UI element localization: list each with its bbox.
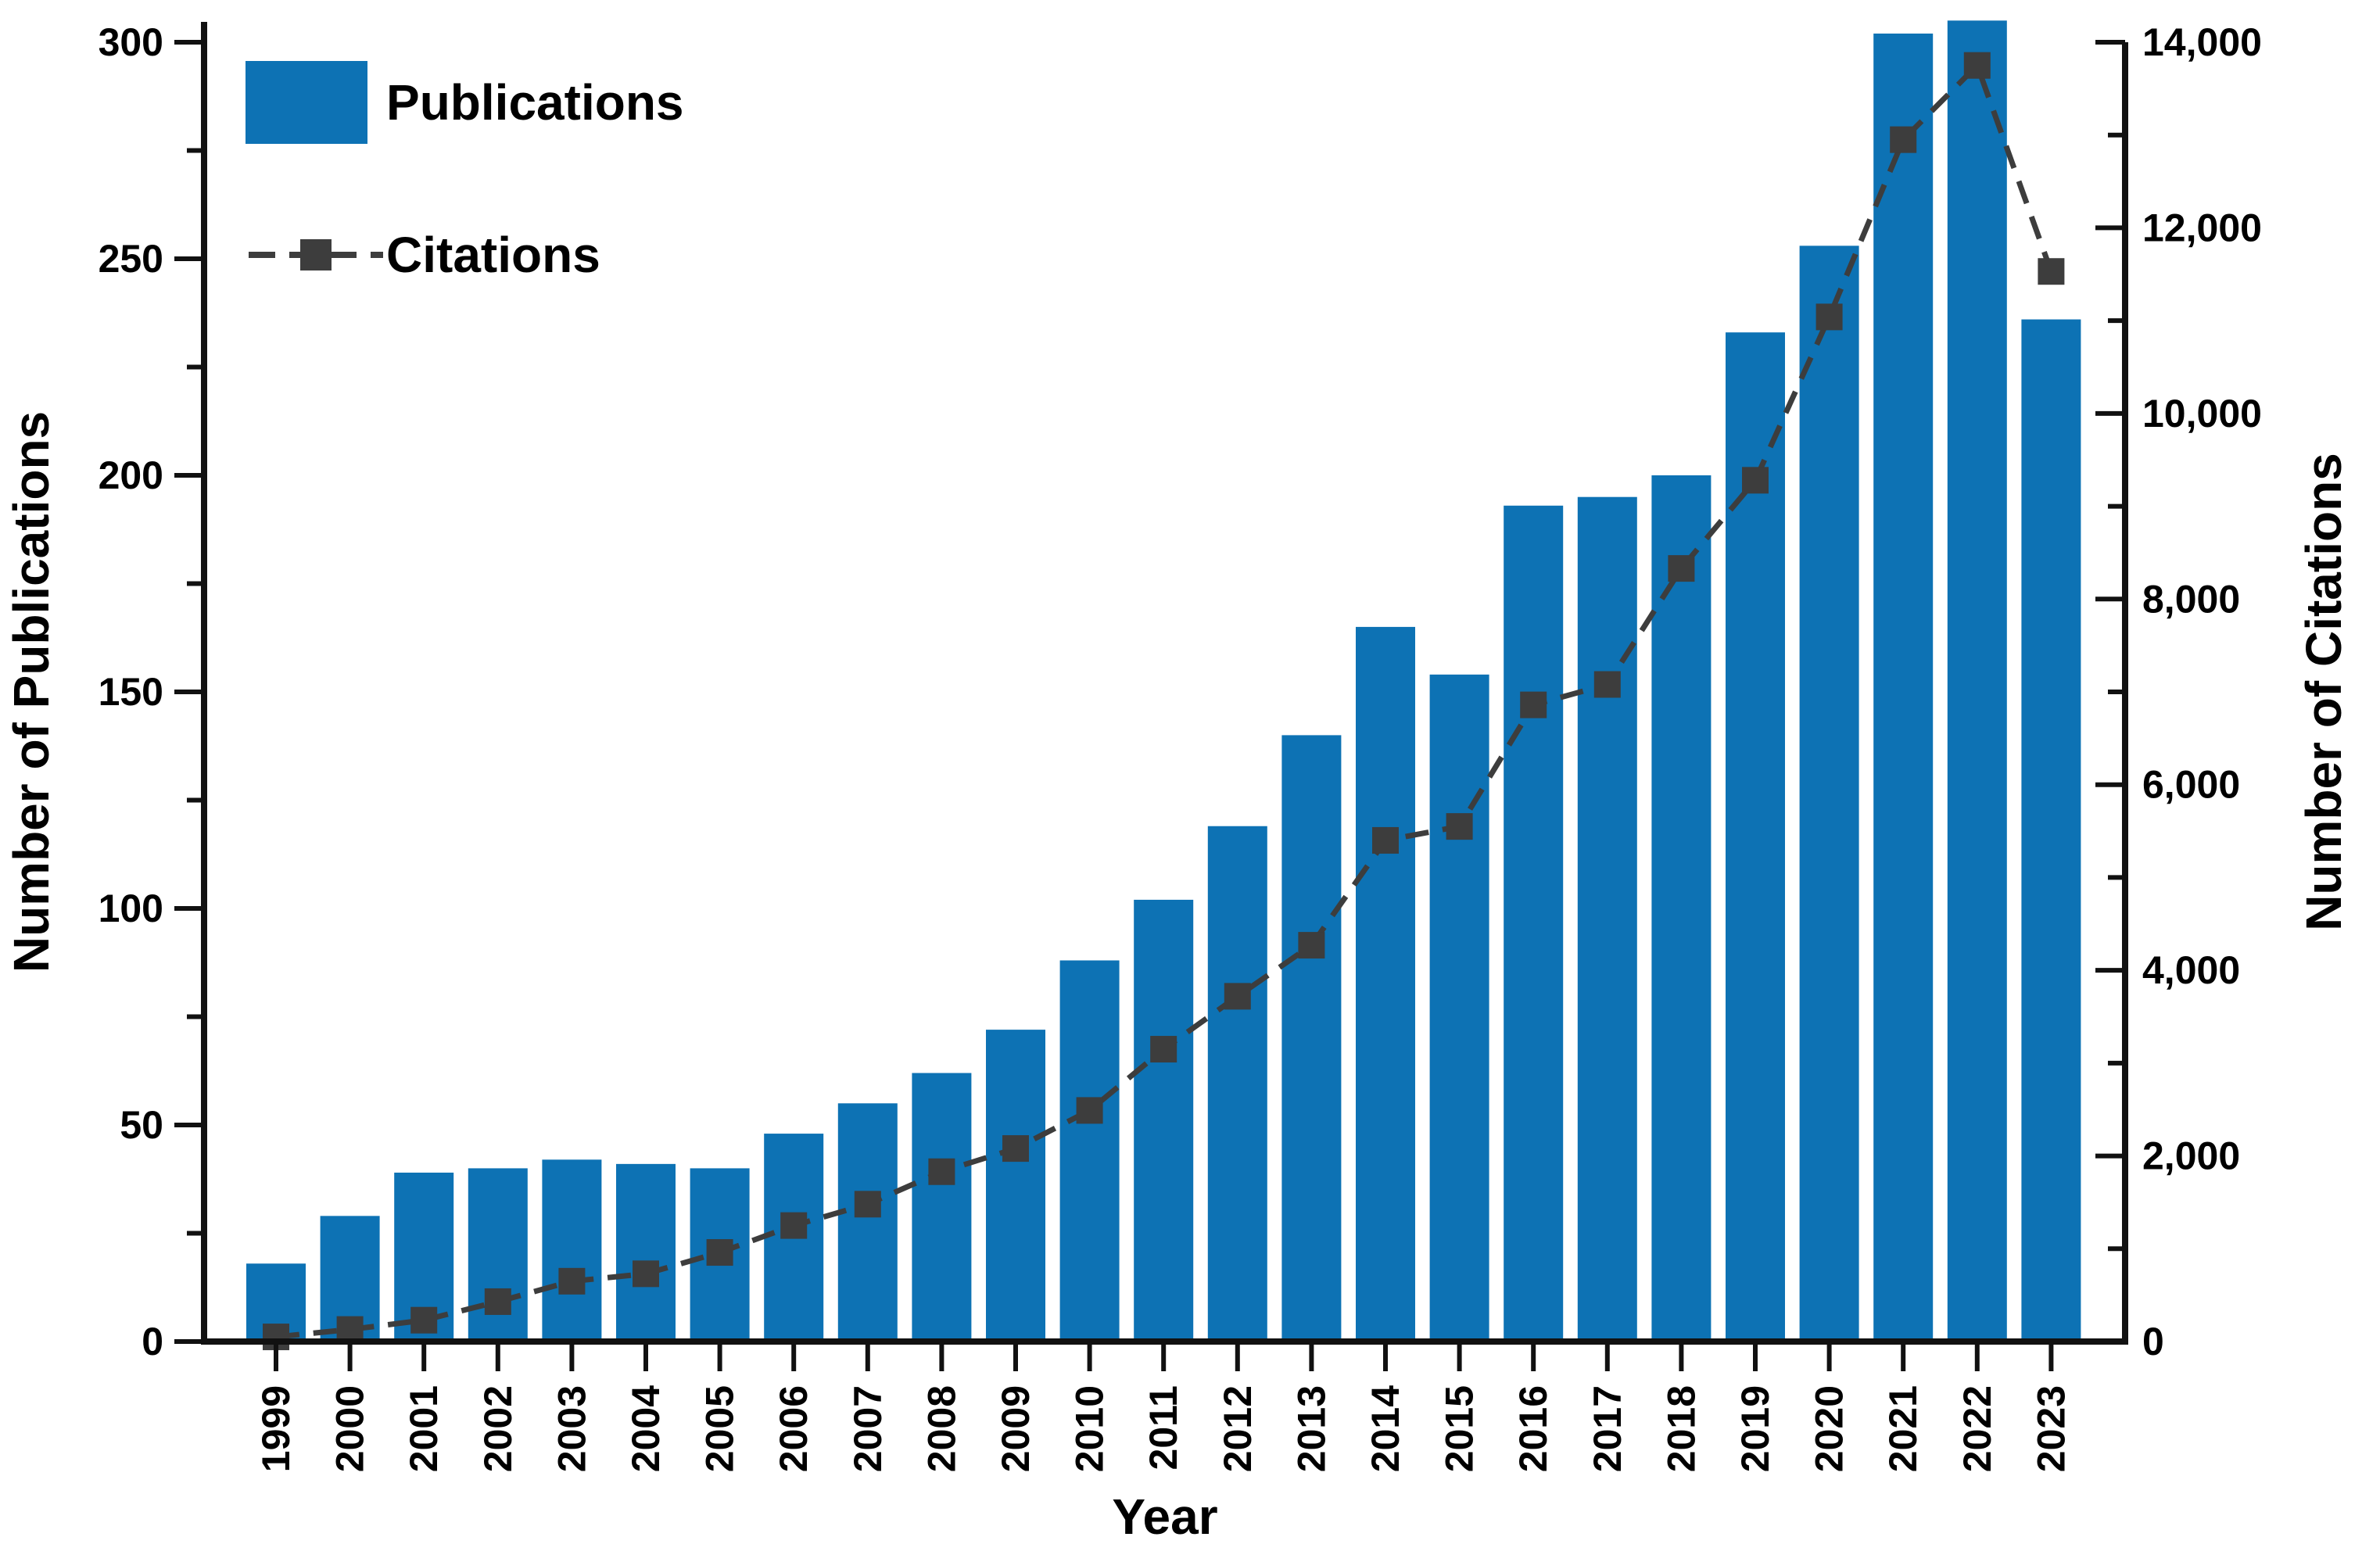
y-left-tick-label: 300: [99, 20, 163, 64]
bar-2022: [1947, 20, 2007, 1342]
citation-marker-2022: [1963, 52, 1991, 79]
x-tick-label-2023: 2023: [2029, 1385, 2073, 1472]
y-left-tick-label: 0: [142, 1320, 163, 1363]
bar-2020: [1799, 245, 1859, 1342]
y-right-tick-label: 14,000: [2142, 20, 2262, 64]
x-tick-label-1999: 1999: [254, 1385, 298, 1472]
y-left-tick-label: 250: [99, 237, 163, 281]
citation-marker-2001: [410, 1306, 438, 1334]
x-tick-label-2000: 2000: [328, 1385, 372, 1472]
legend-publications-label: Publications: [386, 74, 684, 131]
bar-2002: [468, 1168, 528, 1342]
citation-marker-2002: [484, 1288, 511, 1315]
bar-2014: [1356, 626, 1415, 1342]
x-tick-label-2011: 2011: [1142, 1385, 1185, 1470]
y-right-tick-label: 2,000: [2142, 1134, 2240, 1178]
citation-marker-2018: [1668, 555, 1695, 582]
x-tick-label-2022: 2022: [1955, 1385, 1999, 1472]
bar-2016: [1504, 505, 1564, 1342]
citation-marker-2023: [2038, 258, 2065, 285]
bars-group: [246, 20, 2081, 1342]
legend-publications-swatch: [246, 61, 367, 144]
legend-citations-label: Citations: [386, 227, 600, 283]
citation-marker-2004: [633, 1260, 659, 1288]
x-tick-label-2006: 2006: [772, 1385, 815, 1472]
citation-marker-2017: [1593, 671, 1621, 698]
y-left-tick-label: 150: [99, 670, 163, 714]
citation-marker-2009: [1002, 1135, 1029, 1163]
y-left-tick-label: 100: [99, 887, 163, 930]
x-tick-label-2013: 2013: [1289, 1385, 1333, 1472]
citation-marker-2021: [1890, 126, 1917, 153]
citation-marker-2012: [1224, 983, 1251, 1010]
bar-2023: [2021, 319, 2081, 1342]
axes-group: [174, 22, 2128, 1371]
citation-marker-2015: [1446, 813, 1473, 840]
citation-marker-2007: [854, 1191, 881, 1218]
bar-2012: [1207, 826, 1267, 1342]
x-tick-label-2014: 2014: [1364, 1385, 1407, 1472]
bar-2009: [986, 1030, 1045, 1342]
bar-2013: [1281, 735, 1342, 1342]
y-right-tick-label: 10,000: [2142, 392, 2262, 435]
bar-2010: [1059, 960, 1120, 1342]
y-right-axis-title: Number of Citations: [2296, 453, 2352, 931]
citation-marker-2006: [780, 1212, 808, 1239]
x-tick-label-2017: 2017: [1586, 1385, 1629, 1472]
bar-2018: [1651, 475, 1712, 1342]
y-right-tick-label: 6,000: [2142, 763, 2240, 807]
legend-citations-marker: [300, 239, 332, 270]
legend: Publications Citations: [246, 61, 684, 283]
x-tick-label-2012: 2012: [1216, 1385, 1260, 1472]
x-tick-label-2007: 2007: [846, 1385, 890, 1472]
citation-marker-2014: [1372, 826, 1399, 854]
x-tick-label-2020: 2020: [1808, 1385, 1851, 1472]
x-tick-label-2002: 2002: [476, 1385, 520, 1472]
citation-marker-2020: [1815, 303, 1843, 331]
citation-marker-2019: [1742, 467, 1769, 494]
tick-labels-group: 0 50 100 150 200 250 300 0 2,000 4,000 6,000 8,000 1…: [99, 20, 2262, 1472]
bar-2017: [1577, 496, 1637, 1342]
x-tick-label-2019: 2019: [1733, 1385, 1777, 1472]
citation-marker-2013: [1298, 932, 1325, 959]
x-tick-label-2016: 2016: [1511, 1385, 1555, 1472]
x-tick-label-2018: 2018: [1659, 1385, 1703, 1472]
citation-marker-2000: [336, 1316, 364, 1343]
bar-2008: [912, 1073, 972, 1342]
x-tick-label-2003: 2003: [550, 1385, 593, 1472]
bar-2015: [1429, 674, 1489, 1342]
y-right-tick-label: 8,000: [2142, 577, 2240, 621]
bar-2003: [542, 1159, 602, 1342]
y-right-tick-label: 12,000: [2142, 206, 2262, 249]
y-left-tick-label: 50: [120, 1103, 163, 1147]
bar-2021: [1873, 33, 1934, 1342]
bar-2007: [837, 1103, 898, 1342]
x-tick-label-2009: 2009: [994, 1385, 1038, 1472]
bar-2004: [616, 1163, 676, 1342]
y-left-tick-label: 200: [99, 453, 163, 497]
citation-marker-2003: [558, 1267, 586, 1295]
x-tick-label-2005: 2005: [698, 1385, 742, 1472]
citation-marker-2016: [1520, 691, 1547, 718]
y-right-tick-label: 0: [2142, 1320, 2164, 1363]
citations-line-group: [263, 52, 2065, 1351]
x-tick-label-2021: 2021: [1881, 1385, 1925, 1472]
citation-marker-2010: [1076, 1097, 1103, 1124]
x-tick-label-2010: 2010: [1068, 1385, 1112, 1472]
citation-marker-2011: [1150, 1036, 1177, 1063]
x-tick-label-2015: 2015: [1438, 1385, 1482, 1472]
x-tick-label-2001: 2001: [402, 1385, 446, 1472]
x-axis-title: Year: [1112, 1489, 1217, 1545]
citation-marker-2008: [928, 1158, 955, 1185]
citation-marker-2005: [706, 1239, 733, 1266]
x-tick-label-2004: 2004: [624, 1385, 668, 1472]
bar-2011: [1134, 899, 1194, 1342]
x-tick-label-2008: 2008: [919, 1385, 963, 1472]
y-right-tick-label: 4,000: [2142, 948, 2240, 992]
y-left-axis-title: Number of Publications: [3, 411, 59, 973]
